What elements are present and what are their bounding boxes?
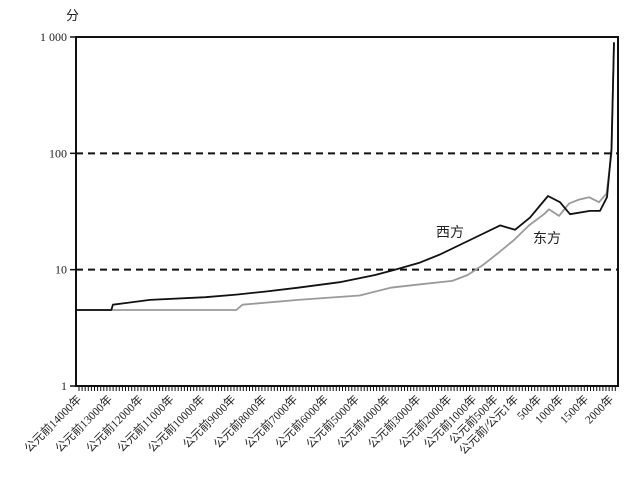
y-tick-label: 1 [61, 379, 67, 393]
y-axis-label: 分 [66, 8, 79, 23]
x-tick-label: 公元前6000年 [272, 392, 331, 451]
series-label-east: 东方 [533, 231, 561, 247]
series-line-西方 [76, 42, 615, 311]
series-line-东方 [76, 42, 615, 311]
x-tick-label: 公元前8000年 [211, 392, 270, 451]
y-tick-label: 100 [49, 146, 67, 160]
x-tick-label: 公元前9000年 [180, 392, 239, 451]
plot-frame [75, 36, 619, 387]
x-tick-label: 公元前5000年 [303, 392, 362, 451]
x-tick-label: 公元前3000年 [365, 392, 424, 451]
series-label-west: 西方 [436, 225, 464, 241]
y-tick-label: 10 [55, 263, 67, 277]
x-tick-label: 公元前4000年 [334, 392, 393, 451]
x-tick-label: 公元前14000年 [21, 392, 84, 455]
x-tick-label: 2000年 [582, 392, 616, 426]
y-tick-label: 1 000 [40, 30, 67, 44]
x-tick-label: 公元前7000年 [241, 392, 300, 451]
